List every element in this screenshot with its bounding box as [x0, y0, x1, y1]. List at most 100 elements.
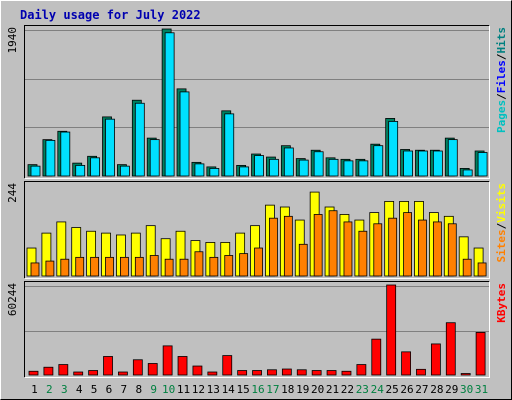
kbytes-bar: [371, 338, 382, 376]
files-bar: [90, 157, 101, 177]
sites-bar: [90, 256, 100, 277]
kbytes-bar: [147, 363, 158, 376]
files-bar: [30, 165, 41, 177]
files-bar: [388, 121, 399, 177]
files-bar: [224, 113, 235, 177]
day-label: 12: [192, 383, 205, 396]
scale-label-visits: 244: [6, 183, 19, 203]
panel-kbytes-area: [24, 281, 490, 378]
day-label: 5: [91, 383, 98, 396]
legend-entry: /: [495, 93, 508, 100]
kbytes-bar: [356, 364, 367, 376]
sites-bar: [269, 217, 278, 277]
kbytes-bar: [103, 356, 113, 376]
day-label: 29: [445, 383, 458, 396]
files-bar: [403, 150, 413, 177]
legend-entry: Pages: [495, 100, 508, 133]
day-label: 13: [207, 383, 220, 396]
day-label: 8: [135, 383, 142, 396]
sites-bar: [403, 212, 412, 277]
files-bar: [239, 166, 250, 177]
files-bar: [60, 131, 71, 177]
kbytes-bar: [132, 359, 143, 376]
day-label: 21: [326, 383, 339, 396]
day-label: 17: [266, 383, 279, 396]
kbytes-bar: [28, 370, 39, 376]
sites-bar: [462, 258, 472, 277]
files-bar: [447, 139, 458, 177]
files-bar: [75, 164, 86, 177]
sites-bar: [164, 258, 174, 277]
kbytes-bar: [162, 345, 173, 376]
day-label: 24: [371, 383, 385, 396]
kbytes-bar: [58, 364, 69, 376]
sites-bar: [120, 256, 129, 277]
kbytes-bar: [445, 322, 456, 376]
sites-bar: [358, 230, 368, 277]
legend-panel-0: Pages/Files/Hits: [495, 27, 508, 133]
files-bar: [120, 165, 130, 177]
files-bar: [328, 158, 339, 177]
day-label: 22: [341, 383, 354, 396]
sites-bar: [149, 255, 159, 277]
day-label: 23: [356, 383, 369, 396]
day-label: 16: [251, 383, 264, 396]
files-bar: [283, 147, 294, 177]
sites-bar: [298, 243, 308, 277]
sites-bar: [45, 260, 55, 277]
sites-bar: [239, 253, 249, 277]
day-label: 2: [46, 383, 53, 396]
files-bar: [343, 160, 354, 177]
files-bar: [45, 139, 56, 177]
panel-visits-border-light: [24, 181, 490, 279]
kbytes-bar: [222, 355, 233, 376]
panel-hits-border-light: [24, 25, 490, 179]
kbytes-bar: [43, 366, 54, 376]
sites-bar: [60, 258, 70, 277]
sites-bar: [313, 214, 323, 277]
scale-label-kbytes: 60244: [6, 283, 19, 316]
sites-bar: [224, 255, 234, 277]
files-bar: [254, 155, 264, 177]
kbytes-bar: [416, 368, 426, 376]
kbytes-bar: [207, 371, 218, 376]
sites-bar: [209, 256, 219, 277]
panel-visits-border-dark: [24, 181, 490, 279]
sites-bar: [105, 256, 114, 277]
sites-bar: [477, 262, 487, 277]
sites-bar: [254, 247, 263, 277]
day-label: 25: [386, 383, 399, 396]
day-label: 3: [61, 383, 68, 396]
kbytes-bar: [475, 332, 486, 376]
sites-bar: [134, 256, 144, 277]
day-label: 18: [281, 383, 294, 396]
kbytes-bar: [401, 351, 411, 376]
kbytes-bar: [267, 369, 277, 376]
legend-panel-1: Sites/Visits: [495, 183, 508, 263]
sites-bar: [75, 256, 85, 277]
scale-label-hits: 1940: [6, 27, 19, 54]
kbytes-bar: [252, 370, 262, 376]
day-label: 20: [311, 383, 324, 396]
day-label: 6: [106, 383, 113, 396]
files-bar: [105, 118, 115, 177]
files-bar: [462, 169, 473, 177]
kbytes-bar: [73, 371, 84, 376]
sites-bar: [418, 219, 427, 277]
chart-title: Daily usage for July 2022: [20, 8, 201, 22]
files-bar: [269, 158, 279, 177]
kbytes-bar: [88, 370, 99, 376]
kbytes-bar: [341, 370, 352, 376]
legend-entry: /: [495, 222, 508, 229]
panel-hits-border-dark: [24, 25, 490, 179]
legend-entry: Visits: [495, 183, 508, 223]
day-label: 11: [177, 383, 190, 396]
sites-bar: [194, 251, 204, 277]
sites-bar: [447, 223, 457, 277]
files-bar: [358, 160, 369, 177]
sites-bar: [343, 221, 353, 277]
files-bar: [134, 102, 145, 177]
files-bar: [298, 159, 309, 177]
